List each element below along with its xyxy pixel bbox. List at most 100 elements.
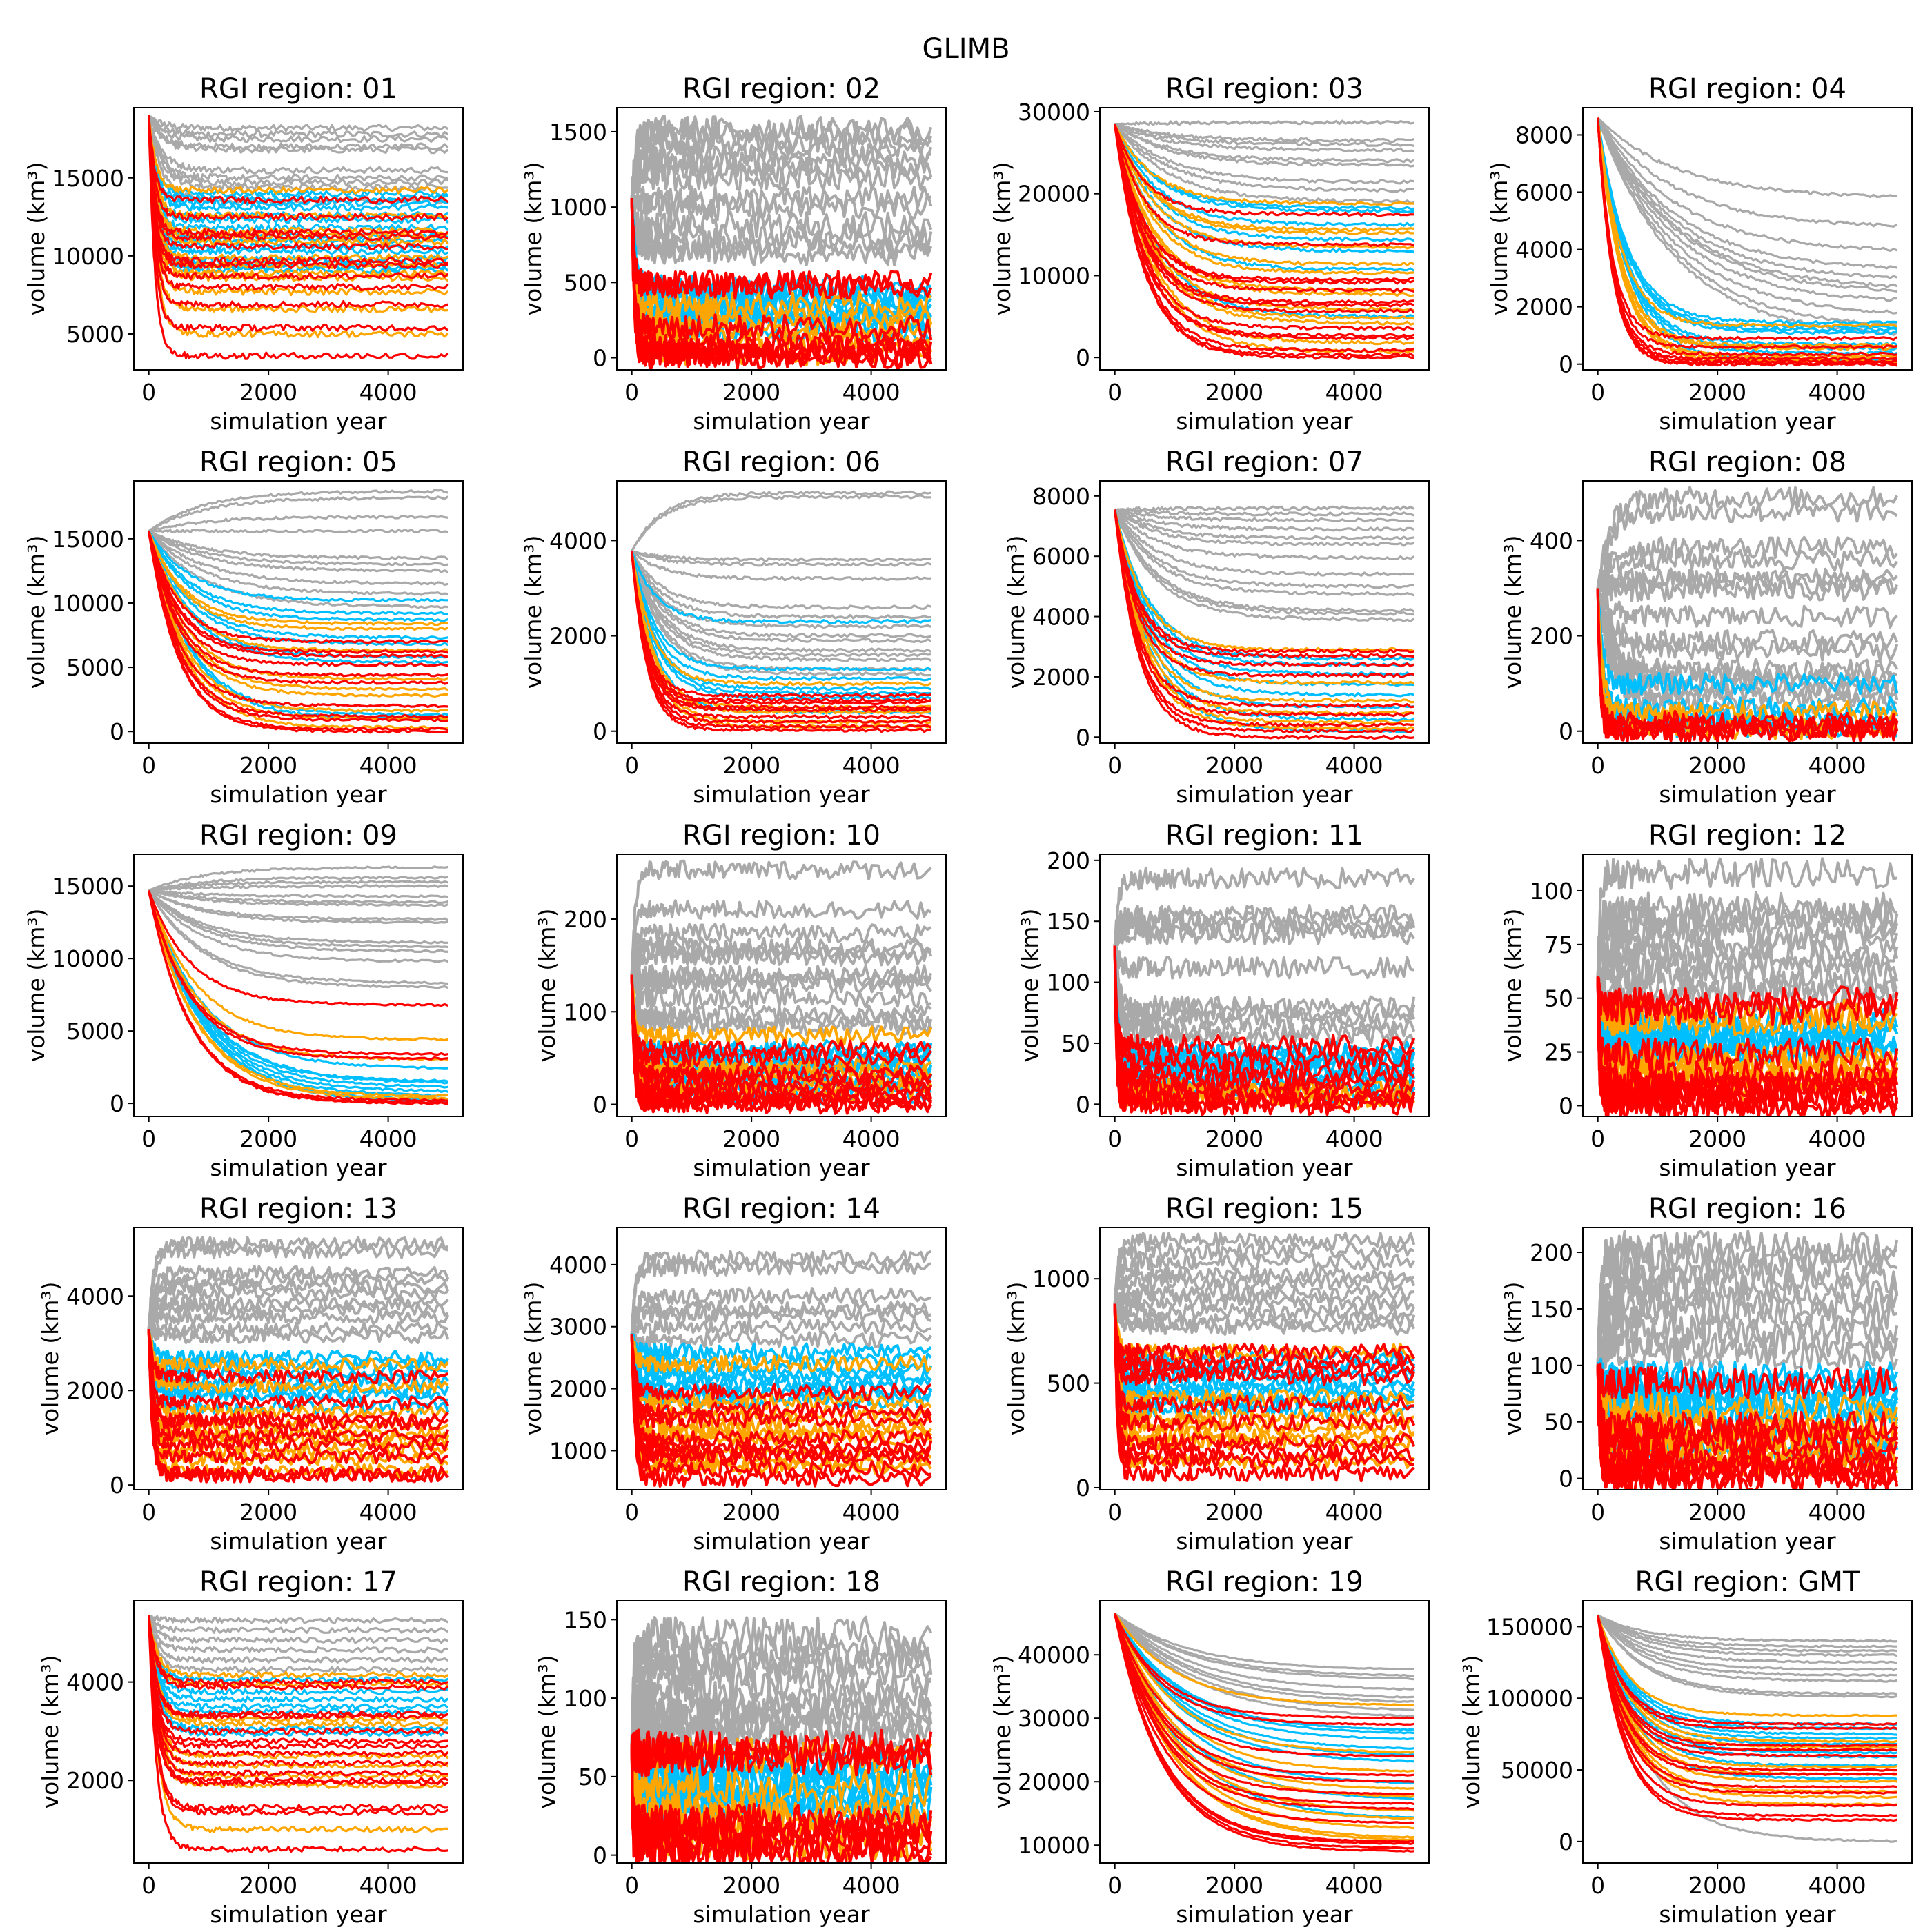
series-line-blue xyxy=(147,1329,448,1403)
series-line-gray xyxy=(148,889,448,925)
series-line-gray xyxy=(1597,1614,1897,1643)
series-line-orange xyxy=(630,1334,932,1373)
x-tick-label: 2000 xyxy=(239,1499,297,1526)
series-line-gray xyxy=(1597,117,1898,228)
subplot-region-04: 0 2000 4000 0 2000 4000 6000 8000 RGI region: 04… xyxy=(1486,73,1913,435)
series-line-gray xyxy=(147,1272,448,1330)
series-line-gray xyxy=(1114,123,1414,204)
series-line-gray xyxy=(147,1325,450,1344)
series-line-red xyxy=(1597,1615,1897,1776)
x-tick-label: 2000 xyxy=(1688,379,1746,406)
series-line-orange xyxy=(148,1615,448,1833)
x-axis-label: simulation year xyxy=(1659,1901,1836,1928)
x-tick-label: 0 xyxy=(141,379,156,406)
x-tick-label: 0 xyxy=(1590,1872,1605,1899)
y-tick-label: 150000 xyxy=(1486,1613,1573,1640)
series-line-gray xyxy=(1596,578,1898,603)
series-line-gray xyxy=(631,490,931,552)
y-tick-label: 10000 xyxy=(1018,1832,1090,1859)
y-tick-label: 50 xyxy=(578,1764,607,1791)
series-line-red xyxy=(148,115,449,237)
series-line-red xyxy=(1597,1615,1897,1795)
series-line-gray xyxy=(631,550,931,620)
series-line-gray xyxy=(148,115,448,182)
y-tick-label: 4000 xyxy=(66,1669,124,1696)
series-line-gray xyxy=(630,968,933,990)
series-line-orange xyxy=(148,1615,449,1679)
series-line-gray xyxy=(148,489,448,533)
x-tick-label: 0 xyxy=(1107,1125,1122,1152)
series-line-gray xyxy=(1596,548,1898,589)
x-tick-label: 0 xyxy=(1107,752,1122,779)
series-line-red xyxy=(630,1334,932,1466)
series-line-gray xyxy=(148,889,448,907)
series-line-gray xyxy=(630,945,932,976)
series-line-gray xyxy=(148,1615,449,1644)
series-line-gray xyxy=(148,889,448,898)
x-tick-label: 4000 xyxy=(359,1499,417,1526)
x-tick-label: 0 xyxy=(624,379,639,406)
y-tick-label: 0 xyxy=(110,1472,124,1499)
series-group xyxy=(630,1615,933,1863)
series-line-red xyxy=(1113,945,1416,1058)
series-line-gray xyxy=(630,1330,932,1348)
series-line-red xyxy=(1113,1303,1416,1432)
series-line-red xyxy=(1113,945,1416,1114)
series-line-gray xyxy=(1114,1612,1414,1681)
series-line-orange xyxy=(148,530,448,631)
x-tick-label: 2000 xyxy=(239,752,297,779)
series-line-gray xyxy=(1114,1613,1414,1691)
y-tick-label: 5000 xyxy=(66,1018,124,1045)
series-line-red xyxy=(148,1615,448,1816)
series-line-gray xyxy=(631,550,931,610)
x-tick-label: 0 xyxy=(1590,379,1605,406)
subplot-region-06: 0 2000 4000 0 2000 4000 RGI region: 06 simulati… xyxy=(520,446,947,808)
series-line-gray xyxy=(1113,867,1415,946)
y-tick-label: 0 xyxy=(593,345,607,372)
series-line-red xyxy=(1114,1613,1414,1783)
series-line-red xyxy=(1114,124,1414,360)
series-line-red xyxy=(1113,1303,1415,1372)
series-line-gray xyxy=(631,550,931,629)
y-axis-label: volume (km³) xyxy=(989,162,1016,316)
series-line-red xyxy=(1114,1613,1414,1853)
series-line-gray xyxy=(148,530,448,573)
x-axis-label: simulation year xyxy=(693,408,870,435)
series-line-orange xyxy=(1114,123,1414,206)
series-line-gray xyxy=(1114,508,1414,523)
series-line-gray xyxy=(1597,117,1897,279)
series-group xyxy=(1114,119,1415,360)
series-line-gray xyxy=(1114,508,1414,541)
y-tick-label: 4000 xyxy=(549,1252,607,1279)
x-tick-label: 2000 xyxy=(1205,752,1263,779)
series-line-red xyxy=(148,115,449,292)
y-tick-label: 0 xyxy=(110,718,124,745)
series-line-gray xyxy=(1596,587,1898,691)
series-line-red xyxy=(148,1615,448,1853)
y-tick-label: 3000 xyxy=(549,1314,607,1341)
subplot-title: RGI region: 01 xyxy=(199,73,397,105)
x-tick-label: 2000 xyxy=(722,1872,780,1899)
y-axis-label: volume (km³) xyxy=(37,1655,63,1809)
x-tick-label: 2000 xyxy=(1688,1872,1746,1899)
y-tick-label: 10000 xyxy=(52,243,124,270)
series-line-orange xyxy=(148,889,448,1042)
x-tick-label: 4000 xyxy=(1325,752,1383,779)
series-line-gray xyxy=(630,1615,933,1746)
series-line-gray xyxy=(1597,1614,1897,1657)
series-line-gray xyxy=(1113,1242,1415,1304)
series-line-gray xyxy=(1113,1252,1416,1305)
y-tick-label: 6000 xyxy=(1032,543,1090,570)
series-line-gray xyxy=(1596,500,1898,589)
series-line-red xyxy=(1114,509,1415,668)
x-tick-label: 2000 xyxy=(1205,1125,1263,1152)
series-line-red xyxy=(630,197,933,342)
subplot-title: RGI region: 02 xyxy=(682,73,880,105)
axes-frame xyxy=(616,480,947,744)
y-tick-label: 2000 xyxy=(66,1377,124,1404)
y-tick-label: 20000 xyxy=(1018,181,1090,208)
x-axis-label: simulation year xyxy=(1659,1528,1836,1555)
y-tick-label: 6000 xyxy=(1515,179,1573,206)
series-line-red xyxy=(1114,1613,1414,1811)
series-line-gray xyxy=(1114,508,1414,547)
